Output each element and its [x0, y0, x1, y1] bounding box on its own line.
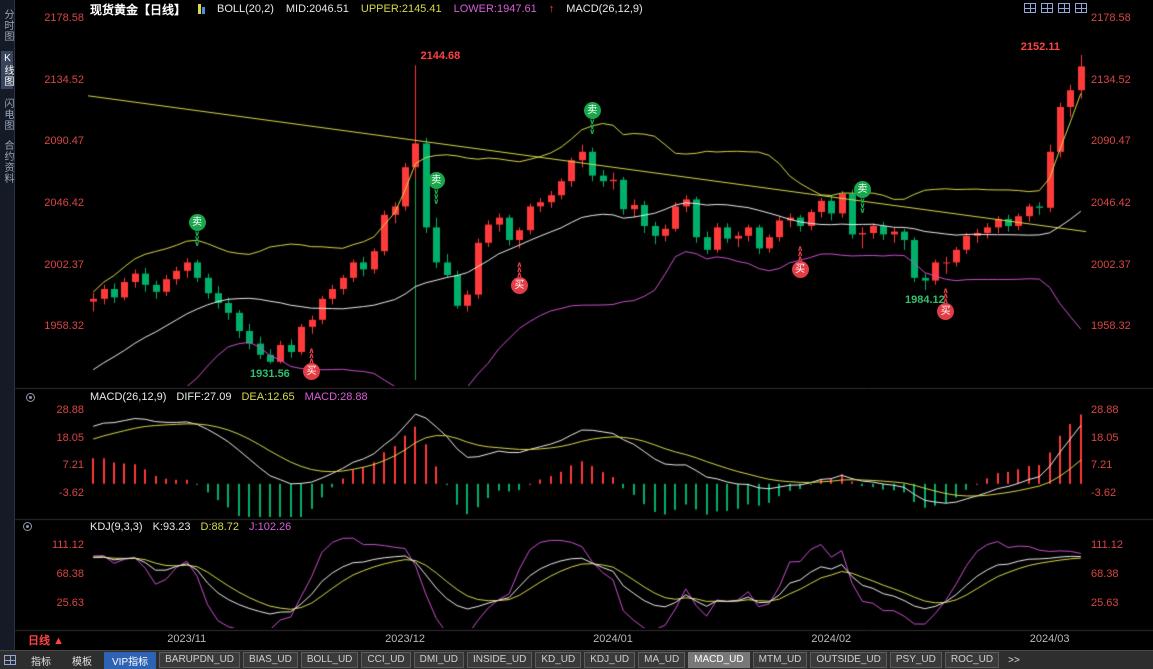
indicator-tab-14[interactable]: OUTSIDE_UD [810, 652, 887, 668]
kdj-panel-icon[interactable] [23, 522, 32, 531]
indicator-tab-11[interactable]: MA_UD [638, 652, 686, 668]
indicator-tab-13[interactable]: MTM_UD [752, 652, 808, 668]
layout-grid-icon[interactable] [1075, 3, 1087, 13]
boll-upper-value: UPPER:2145.41 [360, 3, 442, 15]
macd-panel-icon[interactable] [26, 393, 35, 402]
indicator-tab-1[interactable]: 模板 [72, 656, 92, 668]
indicator-tab-15[interactable]: PSY_UD [889, 652, 942, 668]
layout-single-icon[interactable] [1024, 3, 1036, 13]
kdj-d-value: D:88.72 [200, 521, 240, 533]
boll-lower-value: LOWER:1947.61 [453, 3, 537, 15]
sidebar-item-1[interactable]: K线图 [1, 51, 13, 89]
main-chart-header: 现货黄金【日线】 BOLL(20,2) MID:2046.51 UPPER:21… [90, 2, 643, 17]
indicator-tab-4[interactable]: BIAS_UD [243, 652, 298, 668]
macd-panel-header: MACD(26,12,9) DIFF:27.09 DEA:12.65 MACD:… [90, 391, 368, 403]
period-selector[interactable]: 日线 ▲ [28, 632, 64, 648]
indicator-tab-3[interactable]: BARUPDN_UD [159, 652, 241, 668]
period-arrow-icon[interactable]: ▲ [53, 635, 64, 647]
sidebar-item-3[interactable]: 合约资料 [2, 140, 13, 184]
macd-title[interactable]: MACD(26,12,9) [90, 391, 167, 403]
indicator-tab-0[interactable]: 指标 [31, 656, 51, 668]
macd-bar-value: MACD:28.88 [304, 391, 368, 403]
kdj-title[interactable]: KDJ(9,3,3) [90, 521, 143, 533]
macd-dea-value: DEA:12.65 [241, 391, 295, 403]
boll-mid-value: MID:2046.51 [285, 3, 349, 15]
indicator-tab-5[interactable]: BOLL_UD [300, 652, 359, 668]
indicator-tab-6[interactable]: CCI_UD [361, 652, 411, 668]
kdj-panel-header: KDJ(9,3,3) K:93.23 D:88.72 J:102.26 [90, 521, 291, 533]
macd-diff-value: DIFF:27.09 [176, 391, 232, 403]
period-label[interactable]: 日线 [28, 635, 50, 647]
up-arrow-icon: ↑ [548, 3, 555, 15]
candlestick-icon [198, 4, 206, 14]
layout-split-horizontal-icon[interactable] [1041, 3, 1053, 13]
indicator-tab-8[interactable]: INSIDE_UD [466, 652, 533, 668]
boll-params-label[interactable]: BOLL(20,2) [217, 3, 274, 15]
sidebar-item-0[interactable]: 分时图 [2, 9, 13, 42]
indicator-tab-12[interactable]: MACD_UD [688, 652, 750, 668]
indicator-tab-7[interactable]: DMI_UD [413, 652, 464, 668]
kdj-j-value: J:102.26 [249, 521, 292, 533]
indicator-tab-16[interactable]: ROC_UD [944, 652, 1000, 668]
grid-menu-icon[interactable] [4, 655, 16, 665]
indicator-tab-2[interactable]: VIP指标 [104, 651, 157, 669]
indicator-tab-17[interactable]: >> [1008, 654, 1020, 666]
left-sidebar: 分时图 K线图闪电图合约资料 [0, 0, 15, 650]
indicator-tab-9[interactable]: KD_UD [535, 652, 582, 668]
instrument-title: 现货黄金【日线】 [90, 2, 187, 17]
indicator-tab-10[interactable]: KDJ_UD [584, 652, 636, 668]
sidebar-item-2[interactable]: 闪电图 [2, 98, 13, 131]
kdj-k-value: K:93.23 [152, 521, 191, 533]
macd-params-label[interactable]: MACD(26,12,9) [566, 3, 643, 15]
indicator-tab-bar: 指标 模板 VIP指标 BARUPDN_UD BIAS_UD BOLL_UD CCI_UD D… [0, 650, 1153, 669]
layout-split-vertical-icon[interactable] [1058, 3, 1070, 13]
layout-buttons [1024, 3, 1087, 13]
